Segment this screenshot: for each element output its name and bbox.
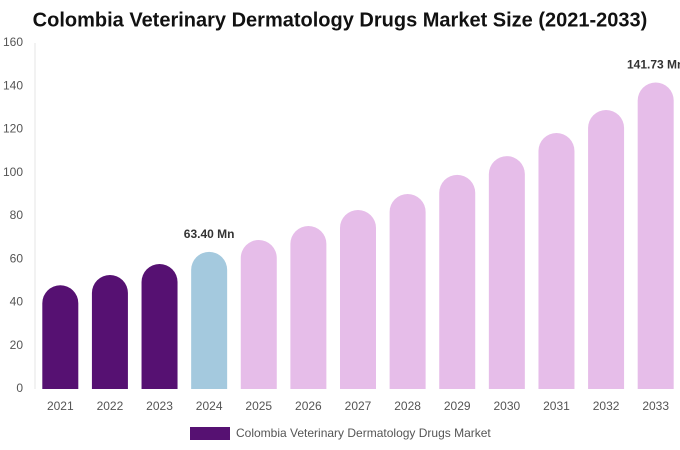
- bar: [389, 193, 426, 389]
- x-tick-label: 2023: [146, 399, 173, 413]
- y-tick-label: 40: [10, 295, 24, 309]
- y-tick-label: 60: [10, 251, 24, 265]
- bar: [141, 264, 178, 389]
- x-tick-label: 2025: [245, 399, 272, 413]
- bar: [538, 132, 575, 389]
- bar: [637, 82, 674, 389]
- value-label: 141.73 Mn: [627, 58, 680, 72]
- x-tick-label: 2029: [444, 399, 471, 413]
- bar: [588, 110, 625, 389]
- bar: [240, 240, 277, 389]
- x-tick-label: 2027: [345, 399, 372, 413]
- x-tick-label: 2021: [47, 399, 74, 413]
- bar: [91, 275, 128, 389]
- bar: [340, 209, 376, 389]
- value-label: 63.40 Mn: [184, 227, 235, 241]
- bar: [290, 225, 327, 389]
- x-tick-label: 2031: [543, 399, 570, 413]
- legend-swatch: [190, 427, 230, 440]
- bar: [191, 251, 228, 389]
- y-tick-label: 120: [3, 122, 23, 136]
- bar: [439, 174, 476, 389]
- x-tick-label: 2032: [593, 399, 620, 413]
- y-tick-label: 20: [10, 338, 24, 352]
- chart-title: Colombia Veterinary Dermatology Drugs Ma…: [33, 9, 648, 31]
- y-tick-label: 160: [3, 35, 23, 49]
- x-tick-label: 2022: [97, 399, 124, 413]
- x-tick-label: 2024: [196, 399, 223, 413]
- legend-label: Colombia Veterinary Dermatology Drugs Ma…: [236, 426, 491, 440]
- x-tick-label: 2026: [295, 399, 322, 413]
- y-tick-label: 0: [16, 381, 23, 395]
- x-tick-label: 2028: [394, 399, 421, 413]
- x-tick-label: 2033: [642, 399, 669, 413]
- y-tick-label: 100: [3, 165, 23, 179]
- bar: [488, 156, 525, 389]
- y-tick-label: 140: [3, 78, 23, 92]
- y-tick-label: 80: [10, 208, 24, 222]
- x-tick-label: 2030: [493, 399, 520, 413]
- bar: [42, 285, 79, 389]
